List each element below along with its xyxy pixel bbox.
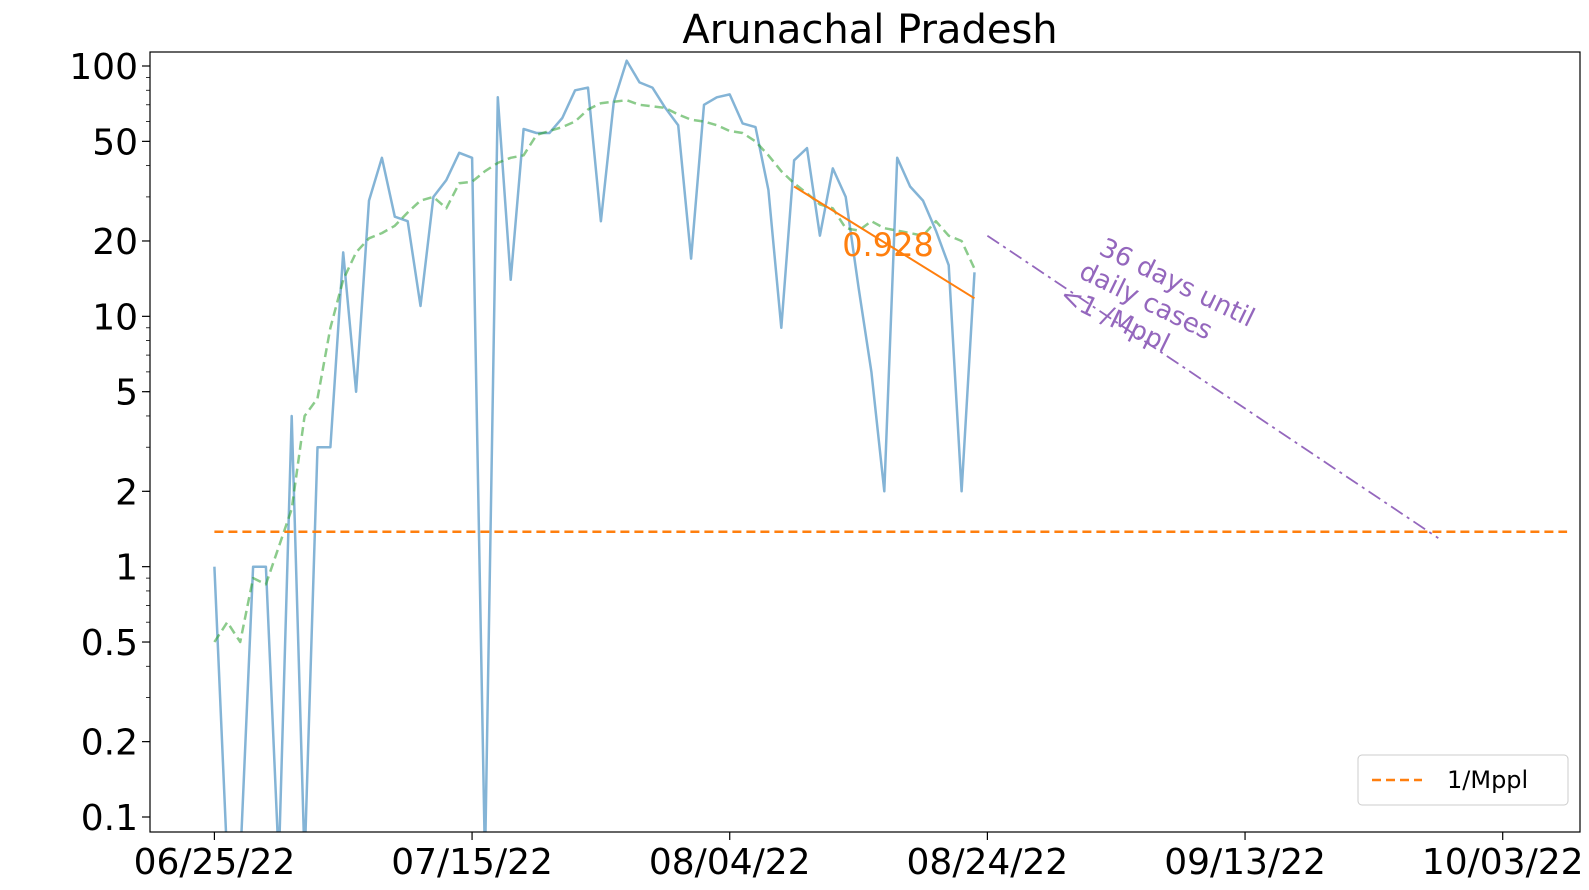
x-tick-label-10/03/22: 10/03/22 [1422,842,1584,883]
chart-title: Arunachal Pradesh [682,7,1057,53]
legend: 1/Mppl [1358,755,1568,805]
x-tick-label-08/24/22: 08/24/22 [907,842,1069,883]
y-tick-label-0.2: 0.2 [81,723,138,764]
series-line-4 [987,236,1438,538]
y-tick-label-2: 2 [115,472,138,513]
y-axis: 0.1 0.2 0.5 1 2 5 10 20 50 100 [69,47,150,839]
x-axis: 06/25/22 07/15/22 08/04/22 08/24/22 09/13/22… [134,832,1584,883]
plot-frame [150,52,1580,832]
x-tick-label-08/04/22: 08/04/22 [649,842,811,883]
y-tick-label-0.5: 0.5 [81,623,138,664]
series-line-1 [214,100,974,642]
projection-annotation: 36 days until daily cases <1 /Mppl [1055,226,1259,387]
y-tick-label-100: 100 [69,47,138,88]
x-tick-label-09/13/22: 09/13/22 [1164,842,1326,883]
series-line-0 [214,61,974,862]
y-tick-label-50: 50 [92,122,138,163]
x-tick-label-07/15/22: 07/15/22 [391,842,553,883]
plot-area [214,61,1567,862]
series-group [214,61,1567,862]
y-tick-label-10: 10 [92,297,138,338]
y-tick-label-0.1: 0.1 [81,798,138,839]
slope-label: 0.928 [842,226,934,264]
legend-label-1mppl: 1/Mppl [1447,766,1528,794]
x-tick-label-06/25/22: 06/25/22 [134,842,296,883]
y-tick-label-20: 20 [92,222,138,263]
y-tick-label-5: 5 [115,373,138,414]
y-tick-label-1: 1 [115,548,138,589]
